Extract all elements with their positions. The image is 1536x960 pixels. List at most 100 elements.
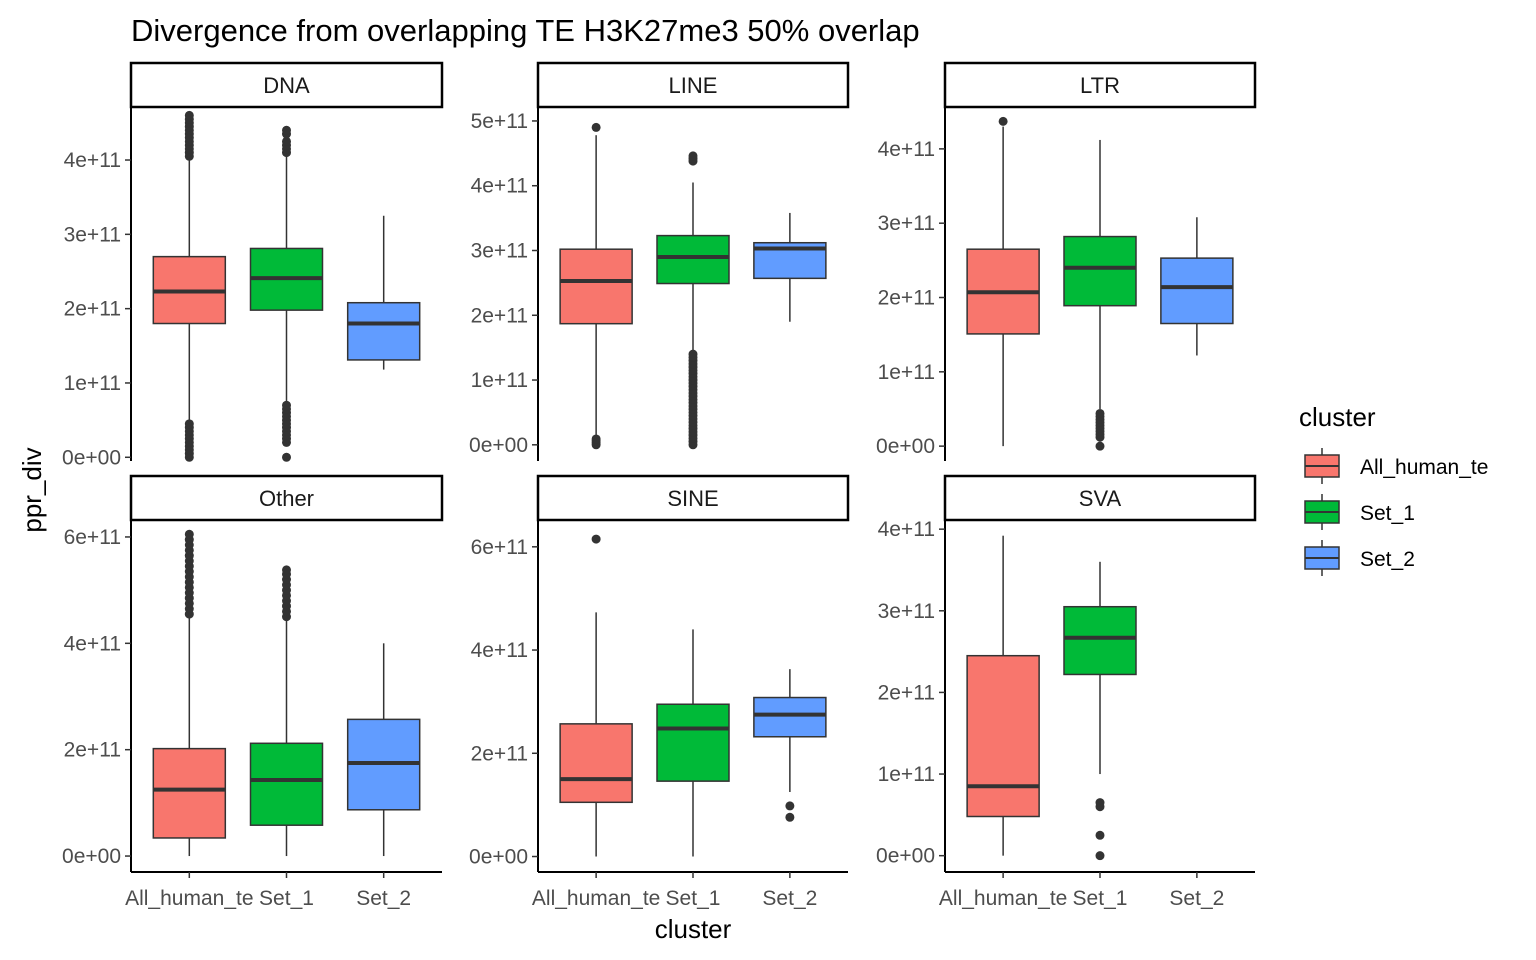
x-tick-label: Set_1 [1073,887,1128,910]
outlier-point [688,349,698,359]
y-tick-label: 1e+11 [878,763,935,786]
facet-strip-label: Other [259,486,314,511]
box-iqr [656,703,730,782]
legend-label: Set_2 [1360,548,1415,571]
box-iqr [753,696,827,738]
outlier-point [1095,798,1105,808]
y-axis-title: ppr_div [17,447,47,532]
outlier-point [998,116,1008,126]
outlier-point [591,534,601,544]
box-set-1 [656,151,730,450]
y-tick-label: 4e+11 [878,518,935,541]
outlier-point [282,400,291,410]
facet-dna: DNA 0e+00 1e+11 2e+11 3e+11 4e+11 [62,61,444,469]
outlier-point [688,151,698,161]
box-iqr [559,723,633,804]
box-iqr [1063,235,1137,307]
y-tick-label: 4e+11 [471,639,528,662]
y-tick-label: 3e+11 [64,223,121,246]
box-all-human-te [559,122,633,450]
legend-entry-set-2: Set_2 [1304,540,1415,576]
outlier-point [591,434,601,444]
outlier-point [184,110,194,120]
facet-strip-label: SINE [667,486,718,511]
box-iqr [152,747,227,839]
y-tick-label: 5e+11 [471,110,528,133]
y-tick-label: 2e+11 [878,287,935,310]
x-tick-label: Set_2 [1169,887,1224,910]
y-tick-label: 1e+11 [471,369,528,392]
y-tick-label: 6e+11 [471,536,528,559]
facet-panels: DNA 0e+00 1e+11 2e+11 3e+11 4e+11 LINE 0e+00 1e+… [62,61,1257,910]
box-iqr [249,742,324,826]
y-tick-label: 0e+00 [469,846,528,869]
facet-other: Other All_human_te Set_1 Set_2 0e+00 2e+11 4e+… [62,474,444,910]
box-all-human-te [966,535,1040,856]
facet-strip [129,474,444,522]
y-tick-label: 0e+00 [469,434,528,457]
y-tick-label: 4e+11 [64,149,121,172]
box-all-human-te [152,529,227,857]
outlier-point [184,419,194,429]
facet-strip [536,474,850,522]
y-tick-label: 0e+00 [62,845,121,868]
y-tick-label: 4e+11 [64,632,121,655]
facet-sine: SINE All_human_te Set_1 Set_2 0e+00 2e+11 4e+1… [469,474,850,910]
y-tick-label: 3e+11 [878,212,935,235]
box-set-2 [753,669,827,822]
legend-label: All_human_te [1360,456,1488,479]
facet-ltr: LTR 0e+00 1e+11 2e+11 3e+11 4e+11 [876,61,1257,461]
x-tick-label: Set_2 [356,887,411,910]
facet-strip-label: SVA [1079,486,1122,511]
facet-strip [129,61,444,109]
x-tick-label: All_human_te [939,887,1067,910]
x-axis-title: cluster [655,914,732,944]
box-iqr [1063,605,1137,676]
y-tick-label: 0e+00 [62,446,121,469]
box-iqr [559,248,633,325]
box-set-1 [1063,139,1137,451]
y-tick-label: 4e+11 [471,175,528,198]
y-tick-label: 0e+00 [876,845,935,868]
y-tick-label: 1e+11 [64,372,121,395]
legend-title: cluster [1299,402,1376,432]
box-iqr [1160,257,1234,325]
box-all-human-te [966,116,1040,447]
facet-strip-label: LINE [669,73,718,98]
chart-title: Divergence from overlapping TE H3K27me3 … [131,13,920,48]
x-tick-label: Set_2 [762,887,817,910]
outlier-point [184,529,194,539]
box-set-2 [1160,217,1234,356]
facet-strip [536,61,850,109]
box-set-1 [1063,561,1137,861]
box-iqr [656,234,730,285]
legend: cluster All_human_te Set_1 Set_2 [1299,402,1488,576]
y-tick-label: 2e+11 [64,739,121,762]
y-tick-label: 2e+11 [878,681,935,704]
box-set-2 [753,212,827,322]
outlier-point [591,122,601,132]
outlier-point [282,125,291,135]
outlier-point [1095,830,1105,840]
box-set-1 [249,125,324,462]
box-all-human-te [152,110,227,462]
y-tick-label: 1e+11 [878,361,935,384]
y-tick-label: 0e+00 [876,435,935,458]
x-tick-label: Set_1 [666,887,721,910]
y-tick-label: 2e+11 [471,304,528,327]
y-tick-label: 3e+11 [878,600,935,623]
box-iqr [346,301,421,361]
x-tick-label: All_human_te [125,887,253,910]
outlier-point [282,452,291,462]
box-set-1 [249,565,324,857]
legend-label: Set_1 [1360,502,1415,525]
facet-strip [943,474,1257,522]
box-iqr [966,654,1040,818]
y-tick-label: 3e+11 [471,239,528,262]
outlier-point [1095,408,1105,418]
outlier-point [1095,851,1105,861]
legend-entry-set-1: Set_1 [1304,494,1415,530]
y-tick-label: 2e+11 [64,298,121,321]
box-set-2 [346,643,421,857]
y-tick-label: 2e+11 [471,742,528,765]
